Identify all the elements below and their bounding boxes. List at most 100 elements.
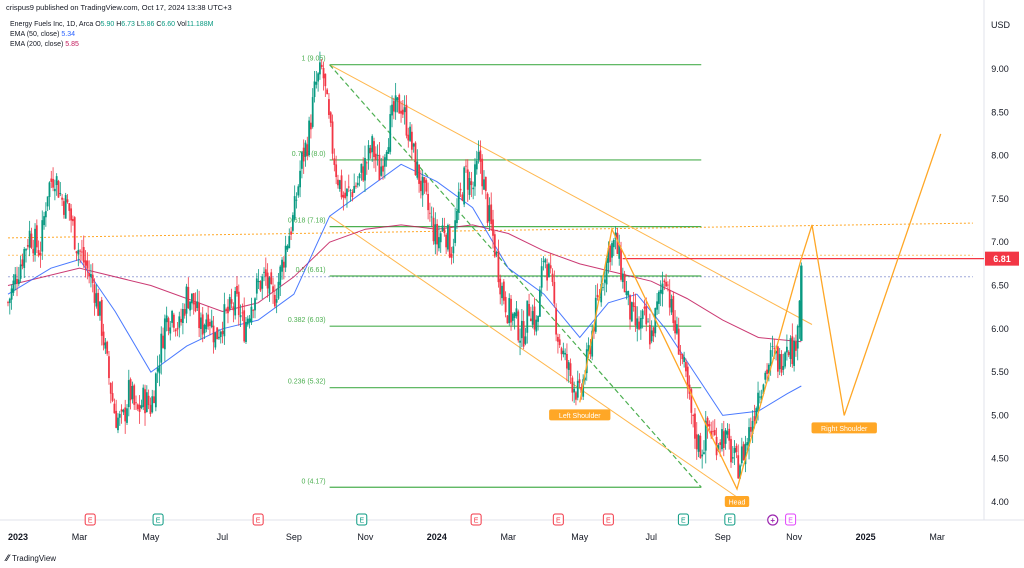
candle-body: [690, 389, 693, 413]
candle-body: [659, 289, 662, 294]
pattern-label-box[interactable]: [811, 422, 877, 434]
legend-ema50-row[interactable]: EMA (50, close) 5.34: [10, 30, 213, 40]
candle-body: [744, 443, 747, 465]
candle-body: [710, 430, 713, 437]
event-marker-earnings[interactable]: [84, 513, 96, 526]
candle-body: [650, 330, 653, 342]
y-tick-label: 8.00: [991, 151, 1009, 161]
currency-label[interactable]: USD: [990, 20, 1010, 30]
legend-c-value: 6.60: [161, 21, 176, 28]
candle-body: [192, 293, 195, 305]
candle-body: [26, 245, 29, 247]
candle-body: [50, 178, 53, 182]
candle-body: [102, 331, 105, 346]
pattern-label-box[interactable]: [724, 496, 750, 508]
legend-ema200-row[interactable]: EMA (200, close) 5.85: [10, 40, 213, 50]
candle-body: [304, 142, 307, 157]
y-tick-label: 7.00: [991, 237, 1009, 247]
resistance-price-tag[interactable]: [985, 251, 1019, 266]
event-marker-earnings[interactable]: [602, 513, 614, 526]
legend-l-value: 5.86: [140, 21, 155, 28]
event-marker-earnings[interactable]: [552, 513, 564, 526]
candle-body: [145, 392, 148, 412]
candle-body: [681, 353, 684, 360]
candle-body: [468, 177, 471, 195]
x-tick-label: Jul: [645, 532, 657, 542]
candle-body: [340, 175, 343, 198]
legend-ohlc: O5.90 H6.73 L5.86 C6.60 Vol11.188M: [95, 21, 213, 28]
candle-body: [380, 166, 383, 176]
candle-body: [733, 447, 736, 454]
candle-body: [695, 434, 698, 450]
candle-body: [138, 404, 141, 412]
candle-body: [189, 301, 192, 311]
candle-body: [360, 163, 363, 173]
candle-body: [603, 279, 606, 283]
candle-body: [445, 234, 448, 248]
candle-body: [789, 338, 792, 359]
candle-body: [117, 417, 119, 431]
candle-body: [474, 164, 476, 187]
candle-body: [560, 348, 563, 355]
event-marker-glyph: E: [88, 518, 93, 525]
fib-level-label: 0.236 (5.32): [288, 379, 326, 386]
candle-body: [115, 410, 118, 428]
event-marker-dividend[interactable]: [767, 514, 779, 526]
candle-body: [259, 281, 262, 291]
event-marker-glyph: +: [770, 516, 775, 525]
candle-body: [385, 152, 388, 161]
candle-body: [517, 311, 520, 341]
candle-body: [748, 427, 750, 447]
candle-body: [367, 145, 370, 160]
event-marker-glyph: E: [256, 518, 261, 525]
channel-lower-line: [329, 215, 745, 503]
candle-body: [795, 341, 797, 351]
legend-l-key: L: [134, 21, 141, 28]
candle-body: [452, 246, 455, 254]
candle-body: [755, 408, 758, 423]
candle-body: [434, 224, 437, 245]
candle-body: [279, 266, 282, 286]
legend-ema50-value: 5.34: [61, 31, 75, 38]
candle-body: [780, 354, 783, 373]
candle-body: [542, 260, 545, 262]
event-marker-glyph: E: [681, 518, 686, 525]
event-marker-earnings[interactable]: [724, 513, 736, 526]
candle-body: [106, 341, 109, 354]
candle-body: [210, 320, 213, 328]
y-tick-label: 5.50: [991, 367, 1009, 377]
pattern-label-box[interactable]: [549, 409, 611, 421]
candle-body: [97, 292, 100, 316]
candle-body: [156, 368, 159, 372]
candle-body: [131, 385, 134, 400]
event-marker-earnings[interactable]: [356, 513, 368, 526]
candle-body: [694, 413, 696, 439]
candle-body: [216, 327, 219, 340]
candle-body: [178, 316, 181, 328]
legend-symbol-row: Energy Fuels Inc, 1D, Arca O5.90 H6.73 L…: [10, 20, 213, 30]
event-marker-earnings[interactable]: [152, 513, 164, 526]
candle-body: [796, 326, 799, 349]
candle-body: [227, 306, 229, 314]
candle-body: [376, 154, 379, 156]
event-marker-earnings[interactable]: [785, 513, 797, 526]
candle-body: [656, 301, 658, 310]
event-marker-earnings[interactable]: [677, 513, 689, 526]
candle-body: [771, 346, 774, 347]
candle-body: [582, 379, 585, 397]
last-candle-body[interactable]: [800, 265, 803, 341]
tradingview-logo[interactable]: ⁄⁄ TradingView: [6, 553, 56, 563]
candle-body: [438, 237, 440, 249]
candle-body: [475, 160, 478, 170]
x-tick-label: Nov: [357, 532, 374, 542]
event-marker-earnings[interactable]: [470, 513, 482, 526]
candle-body: [730, 439, 732, 463]
candle-body: [311, 97, 314, 127]
candle-body: [609, 245, 612, 263]
candle-body: [737, 455, 740, 479]
candle-body: [529, 318, 532, 322]
event-marker-earnings[interactable]: [252, 513, 264, 526]
y-tick-label: 4.50: [991, 454, 1009, 464]
candle-body: [436, 223, 439, 245]
